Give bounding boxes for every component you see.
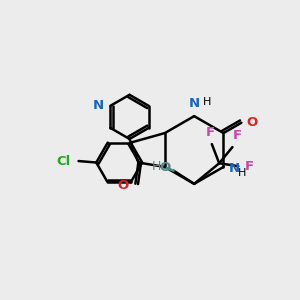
Text: O: O bbox=[118, 179, 129, 192]
Text: N: N bbox=[189, 97, 200, 110]
Text: Cl: Cl bbox=[56, 154, 70, 167]
Text: F: F bbox=[233, 129, 242, 142]
Text: F: F bbox=[206, 126, 215, 139]
Text: F: F bbox=[245, 160, 254, 173]
Text: H: H bbox=[238, 168, 247, 178]
Text: H: H bbox=[152, 160, 161, 173]
Text: N: N bbox=[229, 162, 240, 175]
Text: O: O bbox=[247, 116, 258, 129]
Text: H: H bbox=[202, 97, 211, 107]
Text: N: N bbox=[93, 99, 104, 112]
Text: O: O bbox=[159, 160, 171, 174]
